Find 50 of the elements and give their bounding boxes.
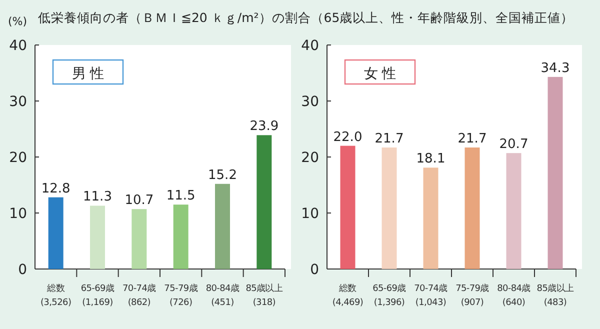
x-tick-label: 75-79歳 (907) bbox=[456, 283, 490, 308]
y-axis-title: (%) bbox=[8, 15, 28, 28]
bar bbox=[256, 135, 272, 269]
text: 女 性 bbox=[364, 66, 396, 82]
bar bbox=[506, 153, 522, 269]
x-tick-label: 85歳以上 (318) bbox=[246, 283, 283, 308]
bar bbox=[173, 204, 188, 269]
data-label: 10.7 bbox=[124, 193, 154, 208]
x-tick-label: 65-69歳 (1,169) bbox=[80, 283, 114, 308]
data-label: 23.9 bbox=[250, 119, 279, 134]
x-tick-label: 65-69歳 (1,396) bbox=[372, 283, 406, 308]
data-label: 22.0 bbox=[333, 130, 362, 145]
x-tick-label: 総数 (4,469) bbox=[332, 283, 364, 308]
bar bbox=[423, 168, 438, 269]
y-tick-label: 0 bbox=[18, 262, 27, 278]
text: 男 性 bbox=[72, 66, 104, 82]
y-tick-label: 40 bbox=[9, 38, 27, 54]
y-tick-label: 30 bbox=[301, 94, 319, 110]
bar bbox=[48, 197, 64, 269]
data-label: 11.3 bbox=[83, 190, 112, 205]
bar bbox=[340, 146, 356, 269]
bar bbox=[464, 147, 480, 269]
data-label: 12.8 bbox=[41, 181, 70, 196]
bar bbox=[90, 206, 105, 269]
x-tick-label: 80-84歳 (451) bbox=[206, 283, 240, 308]
x-tick-label: 70-74歳 (1,043) bbox=[414, 283, 448, 308]
bar bbox=[132, 209, 147, 269]
y-tick-label: 20 bbox=[301, 150, 319, 166]
y-tick-label: 30 bbox=[9, 94, 27, 110]
y-tick-label: 10 bbox=[9, 206, 27, 222]
data-label: 21.7 bbox=[458, 131, 487, 146]
data-label: 18.1 bbox=[416, 152, 446, 167]
data-label: 11.5 bbox=[166, 188, 196, 204]
data-label: 20.7 bbox=[499, 137, 528, 152]
x-tick-label: 85歳以上 (483) bbox=[536, 283, 574, 308]
y-tick-label: 20 bbox=[9, 150, 27, 166]
chart-title: 低栄養傾向の者（ＢＭＩ≦20 ｋｇ/m²）の割合（65歳以上、性・年齢階級別、全国補正値） bbox=[38, 10, 574, 25]
bar bbox=[382, 147, 397, 269]
x-tick-label: 70-74歳 (862) bbox=[122, 283, 156, 308]
bar bbox=[215, 184, 230, 269]
y-tick-label: 10 bbox=[301, 206, 319, 222]
data-label: 21.7 bbox=[374, 131, 404, 146]
data-label: 34.3 bbox=[540, 60, 570, 76]
data-label: 15.2 bbox=[208, 168, 237, 183]
bar bbox=[548, 76, 563, 269]
y-tick-label: 40 bbox=[301, 38, 319, 54]
x-tick-label: 80-84歳 (640) bbox=[497, 283, 531, 308]
x-tick-label: 総数 (3,526) bbox=[40, 283, 72, 308]
x-tick-label: 75-79歳 (726) bbox=[164, 283, 198, 308]
y-tick-label: 0 bbox=[310, 262, 319, 278]
